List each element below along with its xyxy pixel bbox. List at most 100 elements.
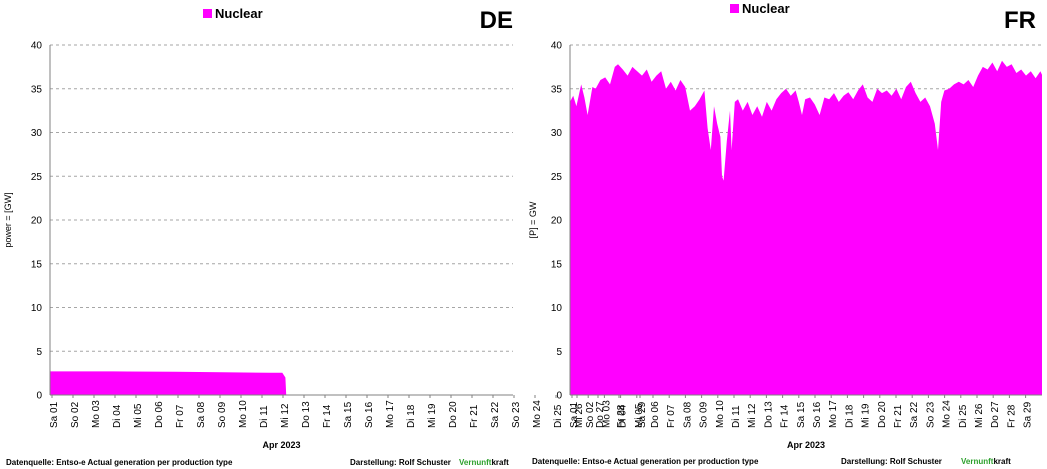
x-tick-label: Di 04: [618, 404, 629, 428]
x-tick-label: So 23: [511, 401, 522, 428]
brand-part-black: kraft: [993, 457, 1011, 466]
series-area-nuclear: [570, 60, 1042, 396]
x-tick-label: Do 20: [448, 401, 459, 428]
x-tick-label: Do 27: [595, 401, 606, 428]
x-tick-label: Di 11: [259, 405, 270, 428]
x-tick-label: Mi 26: [974, 403, 985, 428]
y-tick-label: 20: [31, 216, 43, 227]
legend-swatch-nuclear: [730, 4, 739, 13]
x-tick-label: Di 11: [731, 405, 742, 428]
x-tick-label: Fr 07: [666, 404, 677, 428]
x-axis-label: Apr 2023: [262, 440, 300, 450]
x-tick-label: Sa 08: [196, 401, 207, 428]
x-tick-label: Fr 21: [469, 404, 480, 428]
legend-label: Nuclear: [742, 1, 790, 16]
y-tick-label: 40: [551, 41, 563, 52]
y-tick-label: 15: [551, 259, 563, 270]
y-tick-label: 30: [31, 128, 43, 139]
y-tick-label: 25: [551, 172, 563, 183]
x-tick-label: Di 18: [844, 404, 855, 428]
x-tick-label: Fr 14: [780, 404, 791, 428]
source-note: Datenquelle: Entso-e Actual generation p…: [532, 457, 759, 466]
x-tick-label: So 16: [812, 401, 823, 428]
series-area-nuclear: [50, 371, 287, 395]
x-tick-label: Sa 08: [682, 401, 693, 428]
x-tick-label: Di 25: [958, 404, 969, 428]
x-axis-label: Apr 2023: [787, 440, 825, 450]
x-tick-label: Do 20: [877, 401, 888, 428]
chart-title: FR: [1004, 7, 1036, 34]
x-tick-label: Mo 03: [601, 400, 612, 428]
author-note: Darstellung: Rolf Schuster: [350, 458, 451, 467]
x-tick-label: Mi 12: [747, 403, 758, 428]
x-tick-label: Sa 01: [569, 401, 580, 428]
y-tick-label: 5: [556, 347, 562, 358]
brand-logo-text: Vernunftkraft: [961, 457, 1011, 466]
brand-part-green: Vernunft: [459, 458, 492, 467]
x-tick-label: Sa 15: [343, 401, 354, 428]
x-tick-label: Do 27: [990, 401, 1001, 428]
legend-swatch-nuclear: [203, 9, 212, 18]
x-tick-label: Mi 05: [634, 403, 645, 428]
x-tick-label: So 09: [699, 401, 710, 428]
y-tick-label: 0: [36, 391, 42, 402]
y-tick-label: 35: [31, 84, 43, 95]
author-note: Darstellung: Rolf Schuster: [841, 457, 942, 466]
x-tick-label: Di 25: [553, 404, 564, 428]
x-tick-label: Do 06: [650, 401, 661, 428]
x-tick-label: Sa 29: [1023, 401, 1034, 428]
x-tick-label: Di 04: [112, 404, 123, 428]
x-tick-label: Fr 14: [322, 404, 333, 428]
source-note: Datenquelle: Entso-e Actual generation p…: [6, 458, 233, 467]
y-tick-label: 0: [556, 391, 562, 402]
x-tick-label: Di 18: [406, 404, 417, 428]
brand-part-black: kraft: [491, 458, 509, 467]
x-tick-label: Mi 19: [861, 403, 872, 428]
x-tick-label: Mo 10: [238, 400, 249, 428]
x-tick-label: Do 13: [301, 401, 312, 428]
y-tick-label: 20: [551, 216, 563, 227]
y-tick-label: 25: [31, 172, 43, 183]
legend-label: Nuclear: [215, 6, 263, 21]
x-tick-label: Sa 22: [490, 401, 501, 428]
x-tick-label: Mi 19: [427, 403, 438, 428]
y-tick-label: 40: [31, 41, 43, 52]
brand-logo-text: Vernunftkraft: [459, 458, 509, 467]
chart-panel-de: 0 5 10 15 20 25 30 35 40 Sa 01 So 02 Mo 03 Di 04 Mi 0…: [3, 6, 648, 467]
x-tick-label: So 16: [364, 401, 375, 428]
x-tick-label: Sa 29: [637, 401, 648, 428]
x-tick-label: Mo 10: [715, 400, 726, 428]
y-tick-label: 15: [31, 259, 43, 270]
x-tick-label: Sa 22: [909, 401, 920, 428]
x-tick-label: Fr 07: [175, 404, 186, 428]
y-axis-label: power = [GW]: [3, 192, 13, 247]
x-tick-label: So 02: [70, 401, 81, 428]
x-tick-label: So 02: [585, 401, 596, 428]
y-tick-label: 5: [36, 347, 42, 358]
chart-title: DE: [480, 7, 513, 34]
x-tick-label: Mi 26: [574, 403, 585, 428]
x-tick-label: Fr 21: [893, 404, 904, 428]
x-tick-label: So 09: [217, 401, 228, 428]
y-tick-label: 10: [31, 303, 43, 314]
y-tick-label: 35: [551, 84, 563, 95]
brand-part-green: Vernunft: [961, 457, 994, 466]
x-tick-label: Mo 17: [828, 400, 839, 428]
x-tick-label: Sa 15: [796, 401, 807, 428]
x-tick-label: Mo 24: [532, 400, 543, 428]
x-tick-label: Mi 05: [133, 403, 144, 428]
y-axis-label: [P] = GW: [528, 201, 538, 238]
x-tick-label: Do 06: [154, 401, 165, 428]
x-tick-label: Do 13: [763, 401, 774, 428]
x-tick-label: Mo 24: [942, 400, 953, 428]
x-tick-label: Sa 01: [49, 401, 60, 428]
x-tick-label: So 23: [925, 401, 936, 428]
x-tick-label: Mi 12: [280, 403, 291, 428]
y-tick-label: 10: [551, 303, 563, 314]
chart-panel-fr: 0 5 10 15 20 25 30 35 40 Sa 01 So 02 Mo 03 Di 04 Mi 0…: [528, 1, 1042, 466]
x-tick-label: Fr 28: [616, 404, 627, 428]
x-tick-label: Mo 17: [385, 400, 396, 428]
x-tick-label: Fr 28: [1006, 404, 1017, 428]
x-tick-label: Mo 03: [91, 400, 102, 428]
